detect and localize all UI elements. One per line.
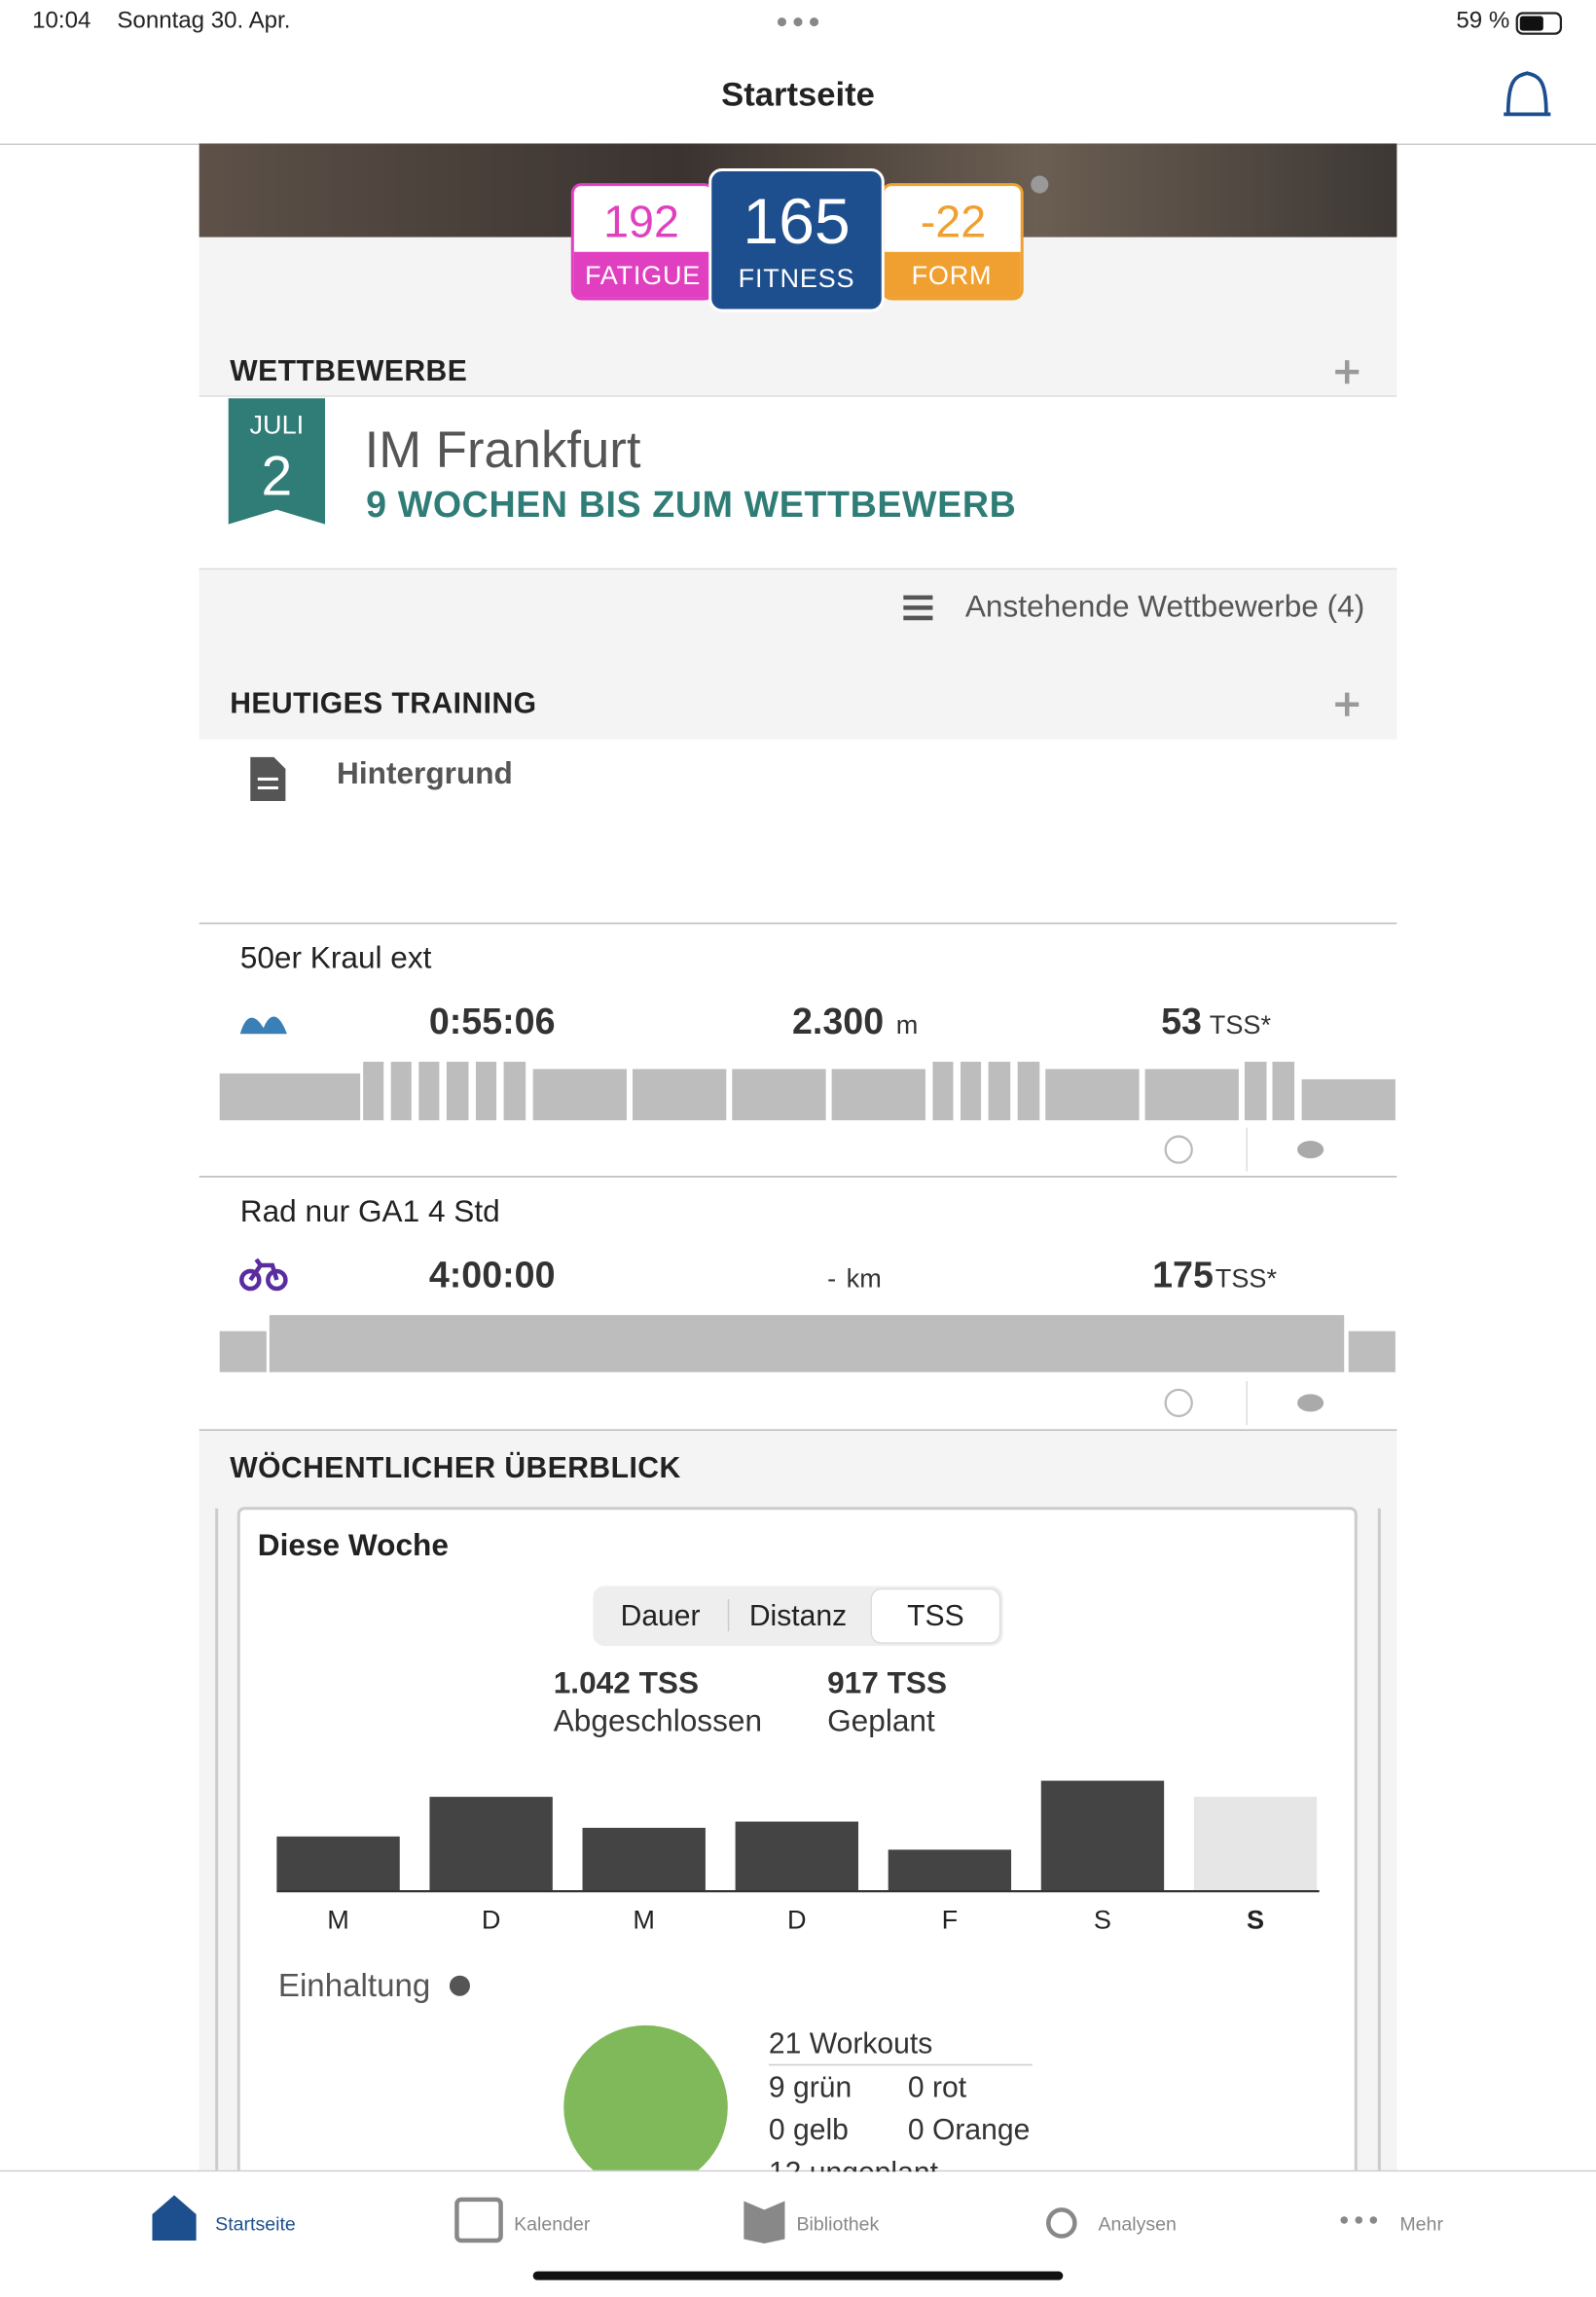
completed: 1.042 TSS xyxy=(553,1666,700,1700)
planned: 917 TSS xyxy=(827,1666,948,1700)
compliance-green: 9 grün xyxy=(768,2071,852,2105)
section-heading: HEUTIGES TRAINING xyxy=(230,688,537,721)
compliance-yellow: 0 gelb xyxy=(768,2114,849,2147)
section-heading: WÖCHENTLICHER ÜBERBLICK xyxy=(230,1452,681,1485)
completed-label: Abgeschlossen xyxy=(553,1704,763,1738)
tab-item[interactable]: Kalender xyxy=(514,2212,591,2236)
section-heading: WETTBEWERBE xyxy=(230,355,468,388)
fatigue-value: 192 xyxy=(603,196,679,248)
note[interactable]: Hintergrund xyxy=(337,756,513,791)
compliance-orange: 0 Orange xyxy=(907,2114,1031,2147)
race-day: 2 xyxy=(261,446,293,509)
compliance-red: 0 rot xyxy=(907,2071,967,2105)
time: 10:04 xyxy=(32,9,91,34)
form-label: FORM xyxy=(911,260,993,290)
tss: 175 xyxy=(1152,1255,1214,1296)
planned-label: Geplant xyxy=(827,1704,935,1738)
workout-title[interactable]: Rad nur GA1 4 Std xyxy=(239,1194,500,1229)
duration: 0:55:06 xyxy=(428,1002,556,1043)
compliance-total: 21 Workouts xyxy=(768,2027,933,2060)
tab-item[interactable]: Mehr xyxy=(1399,2212,1443,2236)
race-countdown: 9 WOCHEN BIS ZUM WETTBEWERB xyxy=(366,485,1017,527)
tab-item[interactable]: Startseite xyxy=(215,2212,296,2236)
distance: - xyxy=(827,1263,837,1294)
tab-item[interactable]: Analysen xyxy=(1098,2212,1177,2236)
workout-title[interactable]: 50er Kraul ext xyxy=(239,941,432,976)
bell[interactable] xyxy=(1503,67,1555,120)
race-name[interactable]: IM Frankfurt xyxy=(364,421,641,480)
tss: 53 xyxy=(1161,1002,1202,1043)
duration: 4:00:00 xyxy=(428,1255,556,1296)
compliance-title: Einhaltung xyxy=(277,1966,431,2004)
tab[interactable]: Distanz xyxy=(748,1600,848,1633)
tss-unit: TSS* xyxy=(1215,1263,1278,1294)
distance-unit: km xyxy=(846,1263,882,1294)
page-title: Startseite xyxy=(721,74,875,113)
distance-unit: m xyxy=(895,1010,919,1040)
battery: 59 % xyxy=(1456,9,1510,34)
tab[interactable]: TSS xyxy=(907,1600,964,1633)
tab[interactable]: Dauer xyxy=(620,1600,701,1633)
fitness-label: FITNESS xyxy=(738,263,855,293)
tab-item[interactable]: Bibliothek xyxy=(796,2212,880,2236)
date: Sonntag 30. Apr. xyxy=(117,9,291,34)
distance: 2.300 xyxy=(791,1002,885,1043)
fatigue-label: FATIGUE xyxy=(584,260,702,290)
tss-unit: TSS* xyxy=(1209,1010,1272,1040)
fitness-value: 165 xyxy=(743,186,851,258)
tab-bar: Startseite Kalender Bibliothek Analysen … xyxy=(0,2171,1596,2297)
upcoming-link[interactable]: Anstehende Wettbewerbe (4) xyxy=(964,590,1365,624)
card-title: Diese Woche xyxy=(257,1528,449,1563)
tab-icons xyxy=(152,2195,1378,2280)
race-month: JULI xyxy=(249,410,305,440)
form-value: -22 xyxy=(920,196,987,248)
